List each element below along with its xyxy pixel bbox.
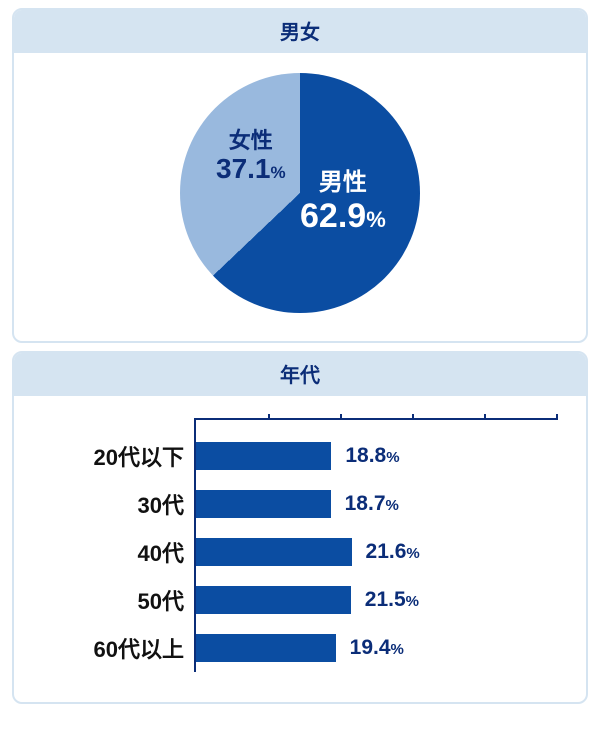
bar-fill [196,586,351,614]
bar-track: 21.5% [194,576,556,624]
axis-tick [340,414,342,420]
bar-category: 50代 [44,584,194,616]
gender-panel-title: 男女 [14,10,586,53]
bar-row: 30代 18.7% [44,480,556,528]
pie-slice-label-0: 男性62.9% [300,169,386,236]
pie-chart: 男性62.9%女性37.1% [180,73,420,313]
bar-fill [196,490,331,518]
axis-tick [484,414,486,420]
bar-value: 18.7% [345,492,399,516]
gender-panel: 男女 男性62.9%女性37.1% [12,8,588,343]
bar-fill [196,538,352,566]
age-panel: 年代 20代以下 18.8% 30代 18.7% 40代 21.6% 50代 21.5% 60代… [12,351,588,704]
axis-tick [412,414,414,420]
pie-chart-body: 男性62.9%女性37.1% [14,53,586,341]
bar-track: 18.8% [194,432,556,480]
bar-category: 30代 [44,488,194,520]
bar-track: 18.7% [194,480,556,528]
bar-chart: 20代以下 18.8% 30代 18.7% 40代 21.6% 50代 21.5% 60代以上 1… [14,396,586,702]
bar-value: 19.4% [350,636,404,660]
bar-category: 40代 [44,536,194,568]
bar-value: 21.6% [366,540,420,564]
pie-slice-value: 62.9% [300,197,386,236]
bar-category: 60代以上 [44,632,194,664]
axis-tick [556,414,558,420]
pie-slice-name: 女性 [216,128,286,153]
axis-tick [268,414,270,420]
bar-value: 18.8% [345,444,399,468]
bar-fill [196,442,331,470]
bar-fill [196,634,336,662]
pie-slice-value: 37.1% [216,153,286,185]
bar-row: 60代以上 19.4% [44,624,556,672]
bar-axis [44,418,556,432]
age-panel-title: 年代 [14,353,586,396]
bar-row: 20代以下 18.8% [44,432,556,480]
bar-track: 19.4% [194,624,556,672]
pie-slice-label-1: 女性37.1% [216,128,286,185]
bar-value: 21.5% [365,588,419,612]
bar-row: 40代 21.6% [44,528,556,576]
bar-row: 50代 21.5% [44,576,556,624]
pie-slice-name: 男性 [300,169,386,197]
bar-track: 21.6% [194,528,556,576]
bar-category: 20代以下 [44,440,194,472]
